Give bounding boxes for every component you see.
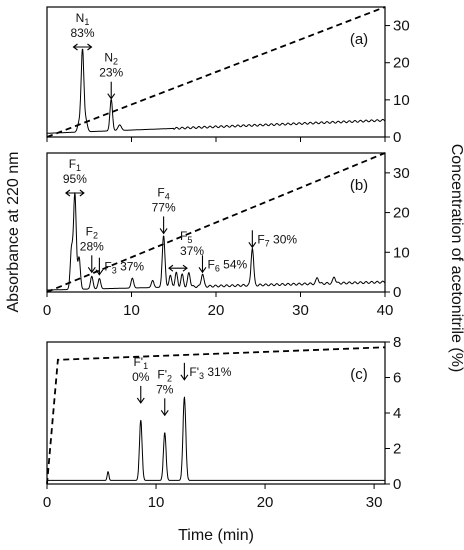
x-tick-label: 0 (43, 302, 51, 319)
peak-label: N1 (76, 11, 90, 27)
peak-label: F6 54% (207, 257, 247, 273)
plot-frame (46, 341, 386, 485)
x-tick-label: 20 (208, 302, 225, 319)
peak-percent: 23% (99, 66, 123, 80)
y-right-tick-label: 8 (393, 334, 401, 351)
y-right-tick-label: 20 (393, 205, 410, 222)
peak-label: F4 (157, 185, 169, 201)
acetonitrile-gradient-line (46, 6, 386, 138)
down-arrow-head (107, 93, 116, 100)
down-arrow-head (95, 269, 104, 276)
peak-percent: 83% (70, 26, 94, 40)
down-arrow-head (160, 410, 169, 417)
peak-percent: 77% (152, 200, 176, 214)
down-arrow-head (136, 397, 145, 404)
y-right-tick-label: 0 (393, 284, 401, 301)
y-right-tick-label: 0 (393, 129, 401, 146)
range-arrow-left-head (64, 189, 71, 197)
peak-label: F2 (86, 224, 98, 240)
peak-percent: 0% (132, 370, 150, 384)
down-arrow-head (248, 241, 257, 249)
range-arrow-left-head (168, 264, 174, 272)
down-arrow-head (87, 267, 96, 274)
peak-percent: 28% (80, 239, 104, 253)
peak-percent: 7% (156, 382, 174, 396)
down-arrow-head (198, 267, 207, 274)
y-right-tick-label: 30 (393, 18, 410, 35)
peak-label: F5 (180, 229, 192, 245)
x-tick-label: 30 (292, 302, 309, 319)
absorbance-trace (46, 192, 386, 291)
range-arrow-right-head (182, 264, 188, 272)
peak-label: F'3 31% (189, 365, 231, 381)
x-tick-label: 40 (377, 302, 394, 319)
y-right-tick-label: 10 (393, 92, 410, 109)
y-right-tick-label: 4 (393, 405, 401, 422)
acetonitrile-gradient-line (46, 346, 386, 485)
down-arrow-head (159, 228, 168, 235)
peak-annotation: F6 54% (198, 255, 248, 274)
y-right-tick-label: 30 (393, 165, 410, 182)
x-tick-label: 10 (123, 302, 140, 319)
peak-percent: 37% (180, 244, 204, 258)
y-right-tick-label: 10 (393, 244, 410, 261)
x-tick-label: 0 (43, 494, 51, 511)
x-tick-label: 20 (257, 494, 274, 511)
x-tick-label: 30 (366, 494, 383, 511)
y-right-tick-label: 20 (393, 55, 410, 72)
panel-label: (a) (350, 31, 368, 48)
peak-label: F7 30% (257, 232, 297, 248)
peak-label: N2 (104, 51, 118, 67)
peak-annotation: F7 30% (248, 230, 297, 249)
peak-label: F1 (69, 157, 81, 173)
absorbance-trace (46, 48, 386, 134)
peak-label: F3 37% (104, 260, 144, 276)
panel-label: (b) (350, 177, 368, 194)
peak-annotation: F'10% (132, 355, 150, 404)
acetonitrile-gradient-line (46, 152, 386, 293)
range-arrow-left-head (72, 43, 78, 51)
y-right-axis-title: Concentration of acetonitrile (%) (448, 144, 464, 373)
y-left-axis-title: Absorbance at 220 nm (5, 152, 22, 313)
panel-3: 0 2 4 6 8 0 10 20 30 (c) F'10% F'27% F'3 31% (43, 334, 402, 511)
x-tick-label: 10 (148, 494, 165, 511)
peak-annotation: F'27% (156, 367, 174, 417)
peak-label: F'1 (133, 355, 148, 371)
peak-annotation: F3 37% (95, 257, 144, 276)
y-right-tick-label: 2 (393, 441, 401, 458)
down-arrow-head (180, 374, 189, 381)
y-right-tick-label: 6 (393, 370, 401, 387)
range-arrow-right-head (87, 43, 93, 51)
x-axis-title: Time (min) (178, 527, 254, 544)
range-arrow-right-head (79, 189, 85, 197)
y-right-tick-label: 0 (393, 476, 401, 493)
peak-label: F'2 (157, 367, 172, 383)
peak-percent: 95% (63, 172, 87, 186)
absorbance-trace (46, 396, 386, 481)
peak-annotation: F'3 31% (180, 362, 232, 381)
panel-label: (c) (350, 366, 368, 383)
